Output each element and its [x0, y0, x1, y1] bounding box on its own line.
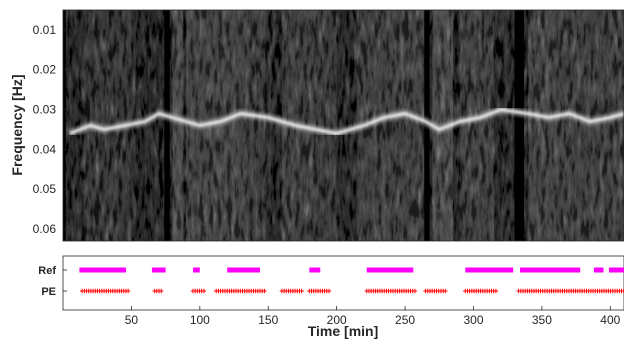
bright-column: [398, 10, 426, 241]
series-ref: [79, 267, 624, 273]
spectrogram-texture: [63, 10, 624, 241]
x-tick-label: 50: [125, 313, 139, 327]
ref-segment: [192, 267, 200, 273]
bright-column: [266, 10, 271, 241]
ref-segment: [593, 267, 604, 273]
x-tick-label: 200: [327, 313, 347, 327]
ref-segment: [79, 267, 126, 273]
pe-marker: [125, 288, 131, 294]
detection-panel: Ref PE 50 100 150 200 250 300 350 400 Time [min…: [38, 255, 624, 339]
bright-column: [459, 10, 495, 241]
y-tick-label: 0.02: [33, 63, 57, 77]
x-tick-label: 250: [395, 313, 415, 327]
ref-segment: [520, 267, 581, 273]
x-tick-label: 300: [463, 313, 483, 327]
pe-marker: [412, 288, 418, 294]
ref-segment: [366, 267, 414, 273]
spectrogram-frame: [62, 9, 624, 242]
y-tick-label: 0.06: [33, 222, 57, 236]
bright-column: [172, 10, 184, 241]
y-tick-label: 0.01: [33, 23, 57, 37]
pe-marker: [326, 288, 332, 294]
y-tick-label: 0.05: [33, 182, 57, 196]
y-tick-label: 0.04: [33, 142, 57, 156]
ref-segment: [309, 267, 321, 273]
row-label-ref: Ref: [38, 265, 56, 277]
x-tick-label: 400: [600, 313, 620, 327]
detection-background: [62, 255, 624, 311]
series-pe: [79, 288, 624, 294]
x-axis-label: Time [min]: [308, 323, 379, 339]
bright-column: [528, 10, 556, 241]
ref-segment: [151, 267, 166, 273]
row-label-pe: PE: [41, 286, 56, 298]
bright-column: [247, 10, 266, 241]
x-tick-label: 350: [532, 313, 552, 327]
pe-marker: [299, 288, 304, 294]
bright-column: [316, 10, 337, 241]
dark-gap: [63, 10, 66, 241]
pe-marker: [443, 288, 448, 294]
x-tick-label: 100: [190, 313, 210, 327]
dark-gap: [514, 10, 525, 241]
ref-segment: [465, 267, 514, 273]
spectrogram-shade: [63, 10, 624, 241]
pe-marker: [159, 288, 164, 294]
dark-gap: [164, 10, 170, 241]
x-tick-label: 150: [258, 313, 278, 327]
pe-marker: [201, 288, 207, 294]
ref-segment: [608, 267, 624, 273]
pe-marker: [493, 288, 499, 294]
pe-marker: [262, 288, 267, 294]
ref-segment: [227, 267, 261, 273]
y-tick-label: 0.03: [33, 103, 57, 117]
spectrogram-panel: 0.01 0.02 0.03 0.04 0.05 0.06 Frequency [Hz]: [9, 9, 624, 242]
y-axis-label: Frequency [Hz]: [9, 74, 25, 175]
dominant-frequency-ridge: [69, 108, 624, 136]
